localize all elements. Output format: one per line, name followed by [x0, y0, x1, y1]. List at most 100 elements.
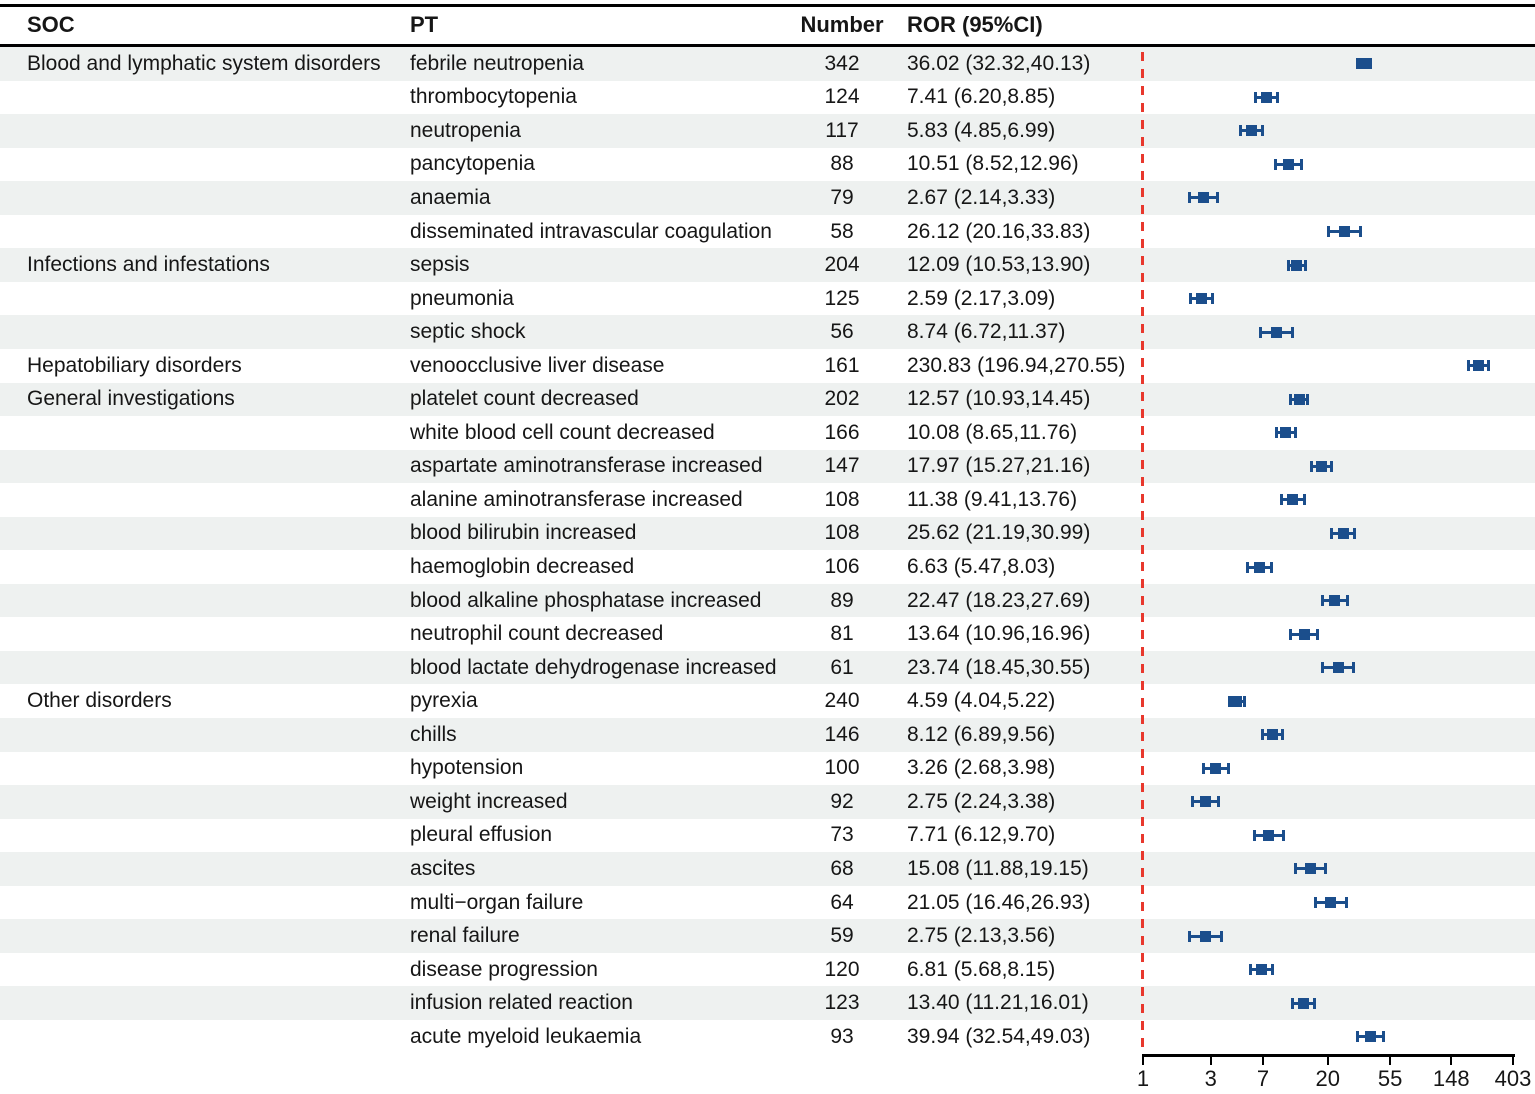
number-cell: 92	[830, 789, 854, 813]
ci-cap-left	[1227, 695, 1231, 707]
point-estimate-square	[1282, 158, 1294, 170]
table-row: aspartate aminotransferase increased 147 1…	[0, 449, 1535, 484]
pt-cell: sepsis	[410, 253, 470, 277]
ror-cell: 2.75 (2.13,3.56)	[907, 924, 1056, 948]
x-axis-tick	[1141, 1054, 1145, 1065]
ci-cap-right	[1353, 527, 1357, 539]
number-cell: 88	[830, 152, 854, 176]
pt-cell: renal failure	[410, 924, 520, 948]
table-row: neutropenia 117 5.83 (4.85,6.99)	[0, 114, 1535, 148]
ci-cap-right	[1299, 158, 1303, 170]
table-row: multi−organ failure 64 21.05 (16.46,26.93)	[0, 886, 1535, 920]
number-cell: 202	[824, 387, 860, 411]
soc-cell: Other disorders	[27, 689, 172, 713]
number-cell: 81	[830, 622, 854, 646]
ci-cap-right	[1369, 58, 1373, 70]
ci-cap-right	[1219, 930, 1223, 942]
point-estimate-square	[1315, 460, 1327, 472]
ci-cap-left	[1329, 527, 1333, 539]
ci-cap-right	[1344, 897, 1348, 909]
ror-cell: 2.59 (2.17,3.09)	[907, 286, 1056, 310]
pt-cell: pleural effusion	[410, 823, 553, 847]
x-axis-tick-label: 55	[1377, 1066, 1403, 1091]
pt-cell: disseminated intravascular coagulation	[410, 219, 772, 243]
number-cell: 58	[830, 219, 854, 243]
number-cell: 120	[824, 957, 860, 981]
table-row: blood lactate dehydrogenase increased 61 2…	[0, 650, 1535, 685]
point-estimate-square	[1332, 662, 1344, 674]
ror-cell: 13.64 (10.96,16.96)	[907, 622, 1091, 646]
pt-cell: acute myeloid leukaemia	[410, 1024, 642, 1048]
pt-cell: febrile neutropenia	[410, 51, 584, 75]
table-header-rule	[0, 44, 1535, 47]
number-cell: 108	[824, 487, 860, 511]
table-row: pleural effusion 73 7.71 (6.12,9.70)	[0, 819, 1535, 853]
soc-cell: General investigations	[27, 387, 235, 411]
pt-cell: venoocclusive liver disease	[410, 353, 665, 377]
ror-cell: 13.40 (11.21,16.01)	[907, 991, 1089, 1015]
ci-cap-left	[1309, 460, 1313, 472]
x-axis-tick-label: 7	[1256, 1066, 1270, 1091]
reference-line-ror-1	[1141, 52, 1144, 1048]
point-estimate-square	[1297, 997, 1309, 1009]
ci-cap-right	[1306, 393, 1310, 405]
number-cell: 64	[830, 890, 854, 914]
ror-cell: 5.83 (4.85,6.99)	[907, 118, 1056, 142]
point-estimate-square	[1304, 863, 1316, 875]
pt-cell: blood lactate dehydrogenase increased	[410, 655, 777, 679]
ci-cap-left	[1321, 662, 1325, 674]
ci-cap-left	[1188, 192, 1192, 204]
point-estimate-square	[1196, 293, 1208, 305]
col-header-soc: SOC	[27, 12, 75, 37]
table-row: acute myeloid leukaemia 93 39.94 (32.54,49…	[0, 1020, 1535, 1054]
number-cell: 79	[830, 185, 854, 209]
table-row: haemoglobin decreased 106 6.63 (5.47,8.03)	[0, 550, 1535, 584]
number-cell: 100	[824, 756, 860, 780]
ci-cap-right	[1216, 796, 1220, 808]
number-cell: 89	[830, 588, 854, 612]
ci-cap-right	[1281, 829, 1285, 841]
table-row: General investigations platelet count dec…	[0, 382, 1535, 417]
soc-cell: Infections and infestations	[27, 253, 270, 277]
table-row: ascites 68 15.08 (11.88,19.15)	[0, 852, 1535, 886]
pt-cell: white blood cell count decreased	[410, 420, 715, 444]
pt-cell: pancytopenia	[410, 152, 535, 176]
pt-cell: weight increased	[410, 789, 568, 813]
x-axis-tick-label: 403	[1494, 1066, 1532, 1091]
table-row: septic shock 56 8.74 (6.72,11.37)	[0, 315, 1535, 349]
ror-cell: 8.74 (6.72,11.37)	[907, 320, 1066, 344]
ror-cell: 6.63 (5.47,8.03)	[907, 555, 1056, 579]
ci-cap-right	[1211, 293, 1215, 305]
number-cell: 240	[824, 689, 860, 713]
ror-cell: 12.57 (10.93,14.45)	[907, 387, 1091, 411]
number-cell: 73	[830, 823, 854, 847]
table-top-rule	[0, 4, 1535, 7]
ci-cap-left	[1246, 561, 1250, 573]
point-estimate-square	[1291, 259, 1303, 271]
x-axis-tick	[1449, 1054, 1453, 1065]
ror-cell: 26.12 (20.16,33.83)	[907, 219, 1091, 243]
number-cell: 204	[824, 253, 860, 277]
ci-cap-left	[1191, 796, 1195, 808]
ci-cap-left	[1326, 226, 1330, 238]
ror-cell: 17.97 (15.27,21.16)	[907, 454, 1091, 478]
pt-cell: blood bilirubin increased	[410, 521, 637, 545]
table-row: Hepatobiliary disorders venoocclusive liv…	[0, 349, 1535, 383]
ci-cap-left	[1467, 360, 1471, 372]
ci-cap-left	[1314, 897, 1318, 909]
number-cell: 166	[824, 420, 860, 444]
point-estimate-square	[1263, 829, 1275, 841]
table-row: pancytopenia 88 10.51 (8.52,12.96)	[0, 148, 1535, 182]
number-cell: 123	[824, 991, 860, 1015]
ci-cap-left	[1289, 393, 1292, 405]
ci-cap-left	[1274, 427, 1278, 439]
table-row: pneumonia 125 2.59 (2.17,3.09)	[0, 282, 1535, 316]
ci-cap-left	[1356, 1031, 1360, 1043]
ci-cap-left	[1320, 595, 1324, 607]
number-cell: 93	[830, 1024, 854, 1048]
number-cell: 68	[830, 856, 854, 880]
number-cell: 146	[824, 722, 860, 746]
ci-cap-left	[1294, 863, 1298, 875]
point-estimate-square	[1329, 595, 1341, 607]
